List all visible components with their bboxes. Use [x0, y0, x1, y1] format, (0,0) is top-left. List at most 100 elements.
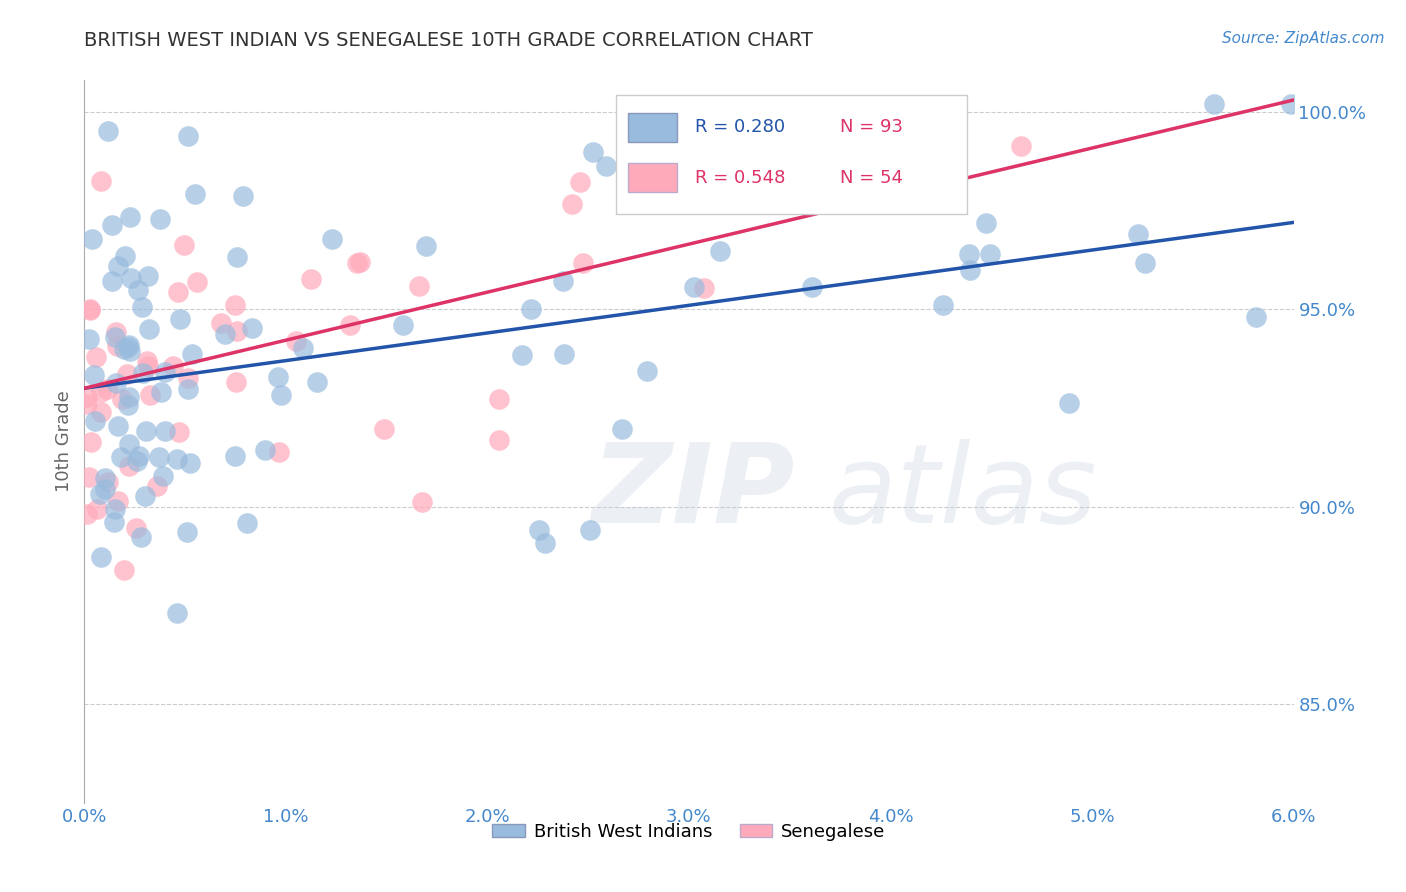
Point	[225, 375, 247, 389]
Point	[800, 280, 823, 294]
Text: R = 0.548: R = 0.548	[695, 169, 786, 186]
Point	[118, 390, 141, 404]
Point	[235, 516, 257, 530]
Text: R = 0.280: R = 0.280	[695, 119, 785, 136]
Point	[253, 443, 276, 458]
Bar	[628, 112, 676, 142]
Point	[612, 421, 634, 435]
Point	[415, 239, 437, 253]
Point	[146, 479, 169, 493]
Point	[299, 272, 322, 286]
Point	[291, 341, 314, 355]
Point	[226, 250, 249, 264]
Point	[138, 359, 160, 373]
Point	[117, 340, 139, 354]
Point	[107, 419, 129, 434]
Point	[709, 244, 731, 258]
Point	[162, 359, 184, 373]
Point	[76, 507, 98, 521]
Point	[166, 452, 188, 467]
Point	[127, 454, 149, 468]
Point	[845, 150, 868, 164]
Point	[1128, 227, 1150, 241]
Point	[373, 422, 395, 436]
Point	[578, 523, 600, 537]
Point	[134, 489, 156, 503]
Point	[224, 298, 246, 312]
Point	[120, 271, 142, 285]
Point	[155, 425, 177, 439]
Point	[957, 247, 980, 261]
Point	[533, 536, 555, 550]
Point	[176, 524, 198, 539]
Point	[83, 414, 105, 428]
Point	[636, 364, 658, 378]
Point	[176, 382, 198, 396]
Point	[979, 247, 1001, 261]
Point	[224, 449, 246, 463]
Point	[267, 445, 290, 459]
Text: ZIP: ZIP	[592, 439, 796, 546]
Point	[488, 433, 510, 447]
Point	[139, 388, 162, 402]
Point	[266, 370, 288, 384]
Point	[177, 371, 200, 385]
Point	[226, 324, 249, 338]
Legend: British West Indians, Senegalese: British West Indians, Senegalese	[485, 815, 893, 848]
Point	[974, 216, 997, 230]
Point	[76, 390, 98, 404]
Point	[79, 332, 101, 346]
Point	[83, 368, 105, 383]
Point	[118, 210, 141, 224]
Point	[209, 316, 232, 330]
Point	[103, 501, 125, 516]
Point	[959, 263, 981, 277]
Point	[127, 283, 149, 297]
Point	[166, 606, 188, 620]
Point	[488, 392, 510, 407]
Point	[149, 385, 172, 400]
Point	[152, 468, 174, 483]
Point	[97, 475, 120, 489]
Point	[169, 425, 191, 439]
Point	[692, 281, 714, 295]
Point	[105, 339, 128, 353]
Point	[80, 434, 103, 449]
Point	[683, 280, 706, 294]
Point	[551, 274, 574, 288]
Y-axis label: 10th Grade: 10th Grade	[55, 391, 73, 492]
Point	[136, 268, 159, 283]
Point	[82, 232, 104, 246]
Point	[136, 354, 159, 368]
Point	[595, 160, 617, 174]
Point	[103, 516, 125, 530]
Point	[173, 238, 195, 252]
Point	[214, 326, 236, 341]
Point	[129, 530, 152, 544]
Point	[90, 174, 112, 188]
Point	[411, 495, 433, 509]
Point	[94, 483, 117, 497]
Point	[1057, 396, 1080, 410]
Point	[135, 424, 157, 438]
Point	[553, 347, 575, 361]
Point	[96, 382, 118, 396]
Point	[131, 300, 153, 314]
Point	[86, 501, 108, 516]
Point	[118, 338, 141, 352]
Point	[138, 321, 160, 335]
Point	[107, 259, 129, 273]
Point	[76, 397, 98, 411]
Point	[1202, 97, 1225, 112]
Point	[115, 367, 138, 381]
Point	[321, 232, 343, 246]
Text: N = 93: N = 93	[841, 119, 903, 136]
Point	[101, 275, 124, 289]
Point	[932, 298, 955, 312]
Point	[339, 318, 361, 332]
Point	[184, 186, 207, 201]
Point	[104, 330, 127, 344]
Point	[114, 342, 136, 356]
Point	[179, 456, 201, 470]
Point	[105, 326, 128, 340]
